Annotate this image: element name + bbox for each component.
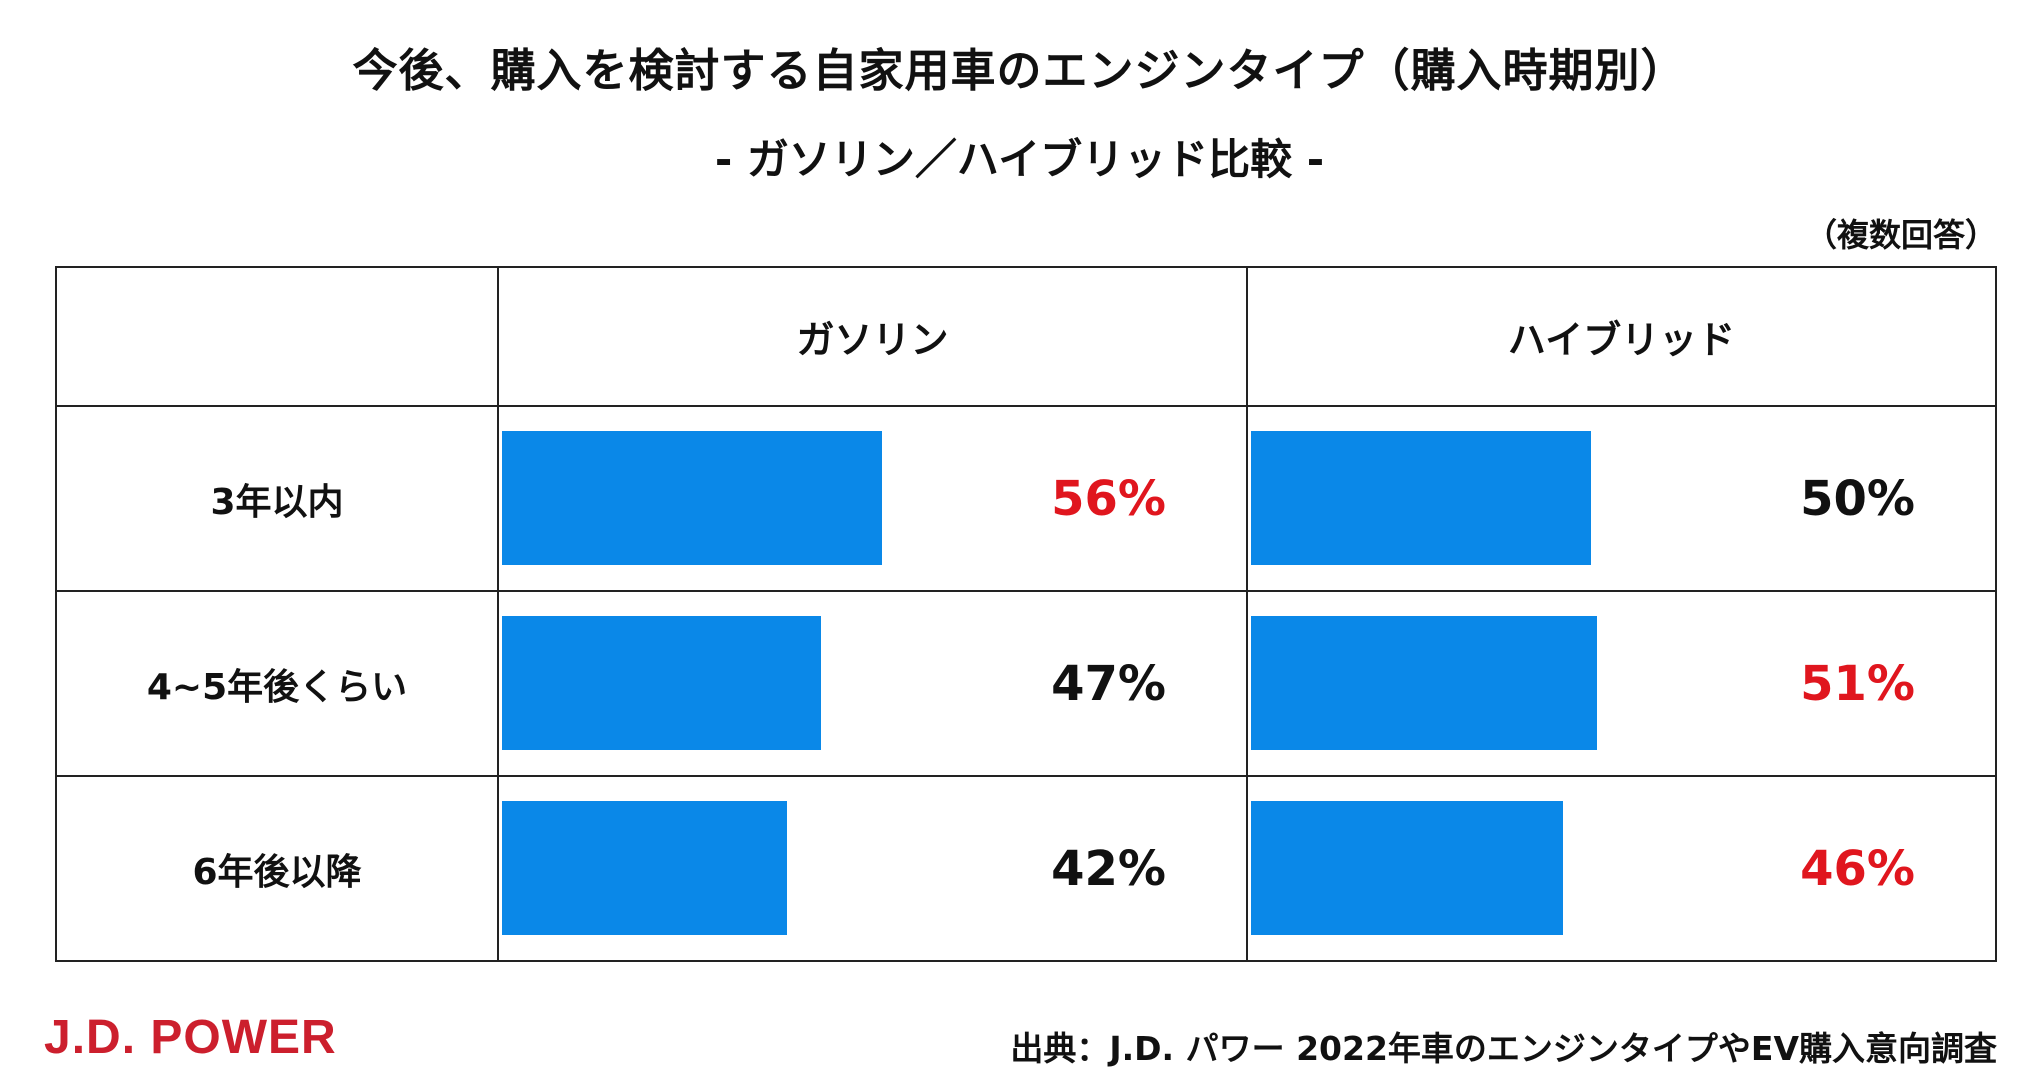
bar-hybrid-6-years-later xyxy=(1251,801,1564,935)
bar-cell: 47% xyxy=(497,590,1248,777)
table-row: 4~5年後くらい 47% 51% xyxy=(55,590,1997,777)
bar-hybrid-4-5-years xyxy=(1251,616,1598,750)
jd-power-logo: J.D. POWER xyxy=(44,1011,337,1064)
chart-subtitle: - ガソリン／ハイブリッド比較 - xyxy=(714,135,1325,184)
value-label-gasoline-6-years-later: 42% xyxy=(1051,840,1166,897)
value-label-gasoline-within-3-years: 56% xyxy=(1051,470,1166,527)
header-row: ガソリン ハイブリッド xyxy=(55,266,1997,407)
value-label-hybrid-4-5-years: 51% xyxy=(1800,655,1915,712)
series-header-gasoline: ガソリン xyxy=(497,266,1248,407)
bar-gasoline-within-3-years xyxy=(502,431,883,565)
bar-gasoline-6-years-later xyxy=(502,801,788,935)
chart-title: 今後、購入を検討する自家用車のエンジンタイプ（購入時期別） xyxy=(352,44,1687,97)
corner-cell xyxy=(55,266,499,407)
value-label-hybrid-6-years-later: 46% xyxy=(1800,840,1915,897)
category-label: 6年後以降 xyxy=(55,775,499,962)
bar-hybrid-within-3-years xyxy=(1251,431,1591,565)
bar-cell: 51% xyxy=(1246,590,1997,777)
chart-table: ガソリン ハイブリッド 3年以内 56% 50% 4~5年後くらい 47% 51… xyxy=(55,266,1997,962)
category-label: 4~5年後くらい xyxy=(55,590,499,777)
source-citation: 出典：J.D. パワー 2022年車のエンジンタイプやEV購入意向調査 xyxy=(1010,1029,1997,1068)
table-row: 6年後以降 42% 46% xyxy=(55,775,1997,962)
value-label-hybrid-within-3-years: 50% xyxy=(1800,470,1915,527)
bar-gasoline-4-5-years xyxy=(502,616,822,750)
multiple-answer-note: （複数回答） xyxy=(1804,216,1997,254)
bar-cell: 56% xyxy=(497,405,1248,592)
bar-cell: 42% xyxy=(497,775,1248,962)
series-header-hybrid: ハイブリッド xyxy=(1246,266,1997,407)
table-row: 3年以内 56% 50% xyxy=(55,405,1997,592)
bar-cell: 50% xyxy=(1246,405,1997,592)
bar-cell: 46% xyxy=(1246,775,1997,962)
value-label-gasoline-4-5-years: 47% xyxy=(1051,655,1166,712)
category-label: 3年以内 xyxy=(55,405,499,592)
